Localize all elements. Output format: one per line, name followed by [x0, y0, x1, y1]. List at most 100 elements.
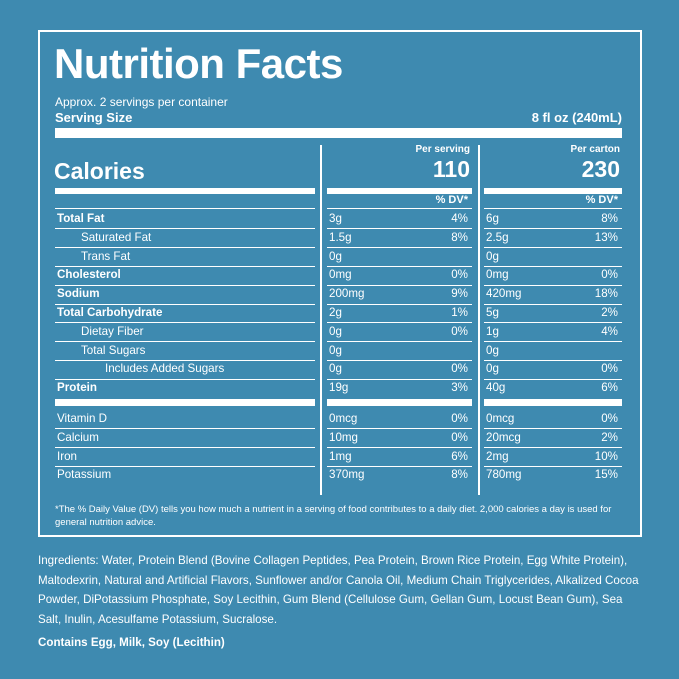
nutrient-name: Total Sugars	[81, 343, 146, 357]
rule	[55, 428, 315, 430]
rule	[327, 378, 472, 380]
rule	[55, 303, 315, 305]
amount: 1mg	[329, 449, 352, 463]
daily-value: 4%	[451, 212, 468, 225]
nutrient-name: Trans Fat	[81, 249, 131, 263]
rule	[55, 322, 315, 324]
rule	[327, 247, 472, 249]
rule	[327, 428, 472, 430]
column-calories: 110	[432, 156, 470, 182]
rule	[327, 208, 472, 209]
rule	[55, 378, 315, 380]
daily-value: 2%	[601, 306, 618, 319]
servings: Approx. 2 servings per container	[55, 95, 228, 109]
amount: 0mg	[329, 268, 352, 282]
amount: 2g	[329, 306, 342, 319]
nutrient-name: Includes Added Sugars	[105, 362, 225, 376]
rule	[327, 359, 472, 361]
nutrient-name: Calcium	[57, 430, 99, 444]
daily-value: 8%	[451, 230, 468, 244]
rule	[484, 303, 622, 305]
rule	[55, 228, 315, 230]
daily-value: 4%	[601, 324, 618, 338]
rule	[484, 465, 622, 467]
daily-value: 0%	[451, 412, 468, 425]
daily-value: 0%	[451, 430, 468, 444]
amount: 19g	[329, 381, 349, 395]
rule	[484, 322, 622, 324]
rule	[55, 208, 315, 209]
amount: 0g	[329, 362, 342, 376]
daily-value: 13%	[594, 230, 618, 244]
amount: 0g	[329, 249, 342, 263]
amount: 0g	[329, 324, 342, 338]
daily-value: 18%	[594, 287, 618, 301]
amount: 0g	[329, 343, 342, 357]
rule	[327, 265, 472, 267]
serving-size-label: Serving Size	[55, 110, 133, 125]
rule	[55, 447, 315, 449]
amount: 0mg	[486, 268, 509, 282]
footnote: *The % Daily Value (DV) tells you how mu…	[55, 504, 612, 528]
nutrient-name: Vitamin D	[57, 412, 108, 425]
daily-value: 15%	[594, 468, 618, 482]
daily-value: 6%	[451, 449, 468, 463]
dv-header: % DV*	[585, 194, 618, 206]
rule	[55, 265, 315, 267]
rule	[327, 228, 472, 230]
nutrient-name: Total Fat	[57, 212, 105, 225]
amount: 20mcg	[486, 430, 521, 444]
amount: 0mcg	[486, 412, 515, 425]
thick-rule	[484, 399, 622, 406]
daily-value: 10%	[594, 449, 618, 463]
label-border	[38, 30, 642, 537]
daily-value: 0%	[451, 268, 468, 282]
amount: 3g	[329, 212, 342, 225]
dv-header: % DV*	[435, 194, 468, 206]
rule	[484, 284, 622, 286]
amount: 0g	[486, 249, 499, 263]
amount: 780mg	[486, 468, 522, 482]
thick-rule	[327, 188, 472, 194]
serving-size: 8 fl oz (240mL)	[531, 110, 622, 125]
column-calories: 230	[581, 156, 620, 182]
rule	[484, 359, 622, 361]
rule	[55, 247, 315, 249]
daily-value: 3%	[451, 381, 468, 395]
amount: 2.5g	[486, 230, 509, 244]
nutrient-name: Protein	[57, 381, 97, 395]
rule	[327, 322, 472, 324]
amount: 6g	[486, 212, 499, 225]
nutrient-name: Iron	[57, 449, 77, 463]
column-header: Per serving	[415, 144, 470, 155]
amount: 0mcg	[329, 412, 358, 425]
column-header: Per carton	[570, 144, 620, 155]
nutrient-name: Saturated Fat	[81, 230, 152, 244]
rule	[327, 447, 472, 449]
daily-value: 0%	[451, 362, 468, 376]
rule	[55, 341, 315, 343]
amount: 420mg	[486, 287, 522, 301]
rule	[327, 303, 472, 305]
amount: 1g	[486, 324, 499, 338]
thick-rule	[55, 399, 315, 406]
amount: 0g	[486, 362, 499, 376]
daily-value: 9%	[451, 287, 468, 301]
amount: 370mg	[329, 468, 365, 482]
rule	[484, 228, 622, 230]
nutrient-name: Sodium	[57, 287, 100, 301]
column-divider	[478, 145, 480, 495]
daily-value: 1%	[451, 306, 468, 319]
thick-rule	[55, 128, 622, 138]
contains: Contains Egg, Milk, Soy (Lecithin)	[38, 636, 225, 649]
amount: 200mg	[329, 287, 365, 301]
nutrient-name: Total Carbohydrate	[57, 306, 163, 319]
daily-value: 2%	[601, 430, 618, 444]
rule	[484, 378, 622, 380]
amount: 0g	[486, 343, 499, 357]
daily-value: 8%	[451, 468, 468, 482]
rule	[484, 341, 622, 343]
rule	[484, 447, 622, 449]
daily-value: 0%	[601, 268, 618, 282]
thick-rule	[327, 399, 472, 406]
